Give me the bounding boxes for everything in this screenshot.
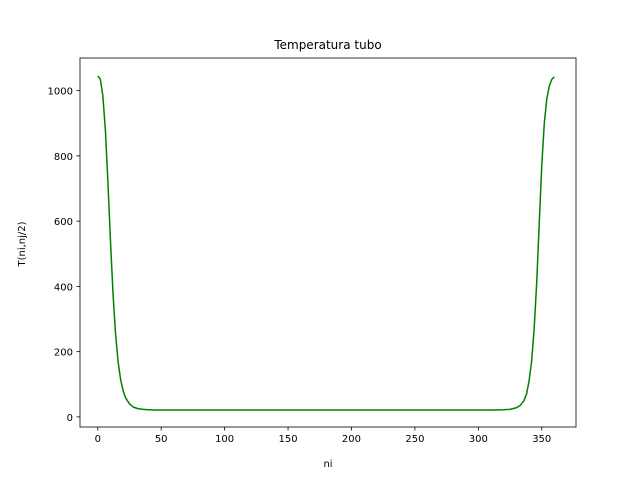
x-tick-label: 50 <box>155 434 168 445</box>
y-axis-ticks: 0 200 400 600 800 1000 <box>48 87 80 424</box>
y-tick-label: 400 <box>54 282 73 293</box>
x-tick-label: 250 <box>405 434 424 445</box>
x-tick-label: 350 <box>532 434 551 445</box>
y-tick-label: 800 <box>54 152 73 163</box>
x-tick-label: 150 <box>278 434 297 445</box>
x-tick-label: 100 <box>215 434 234 445</box>
y-axis-label: T(ni,nj/2) <box>17 221 28 267</box>
y-tick-label: 0 <box>67 413 73 424</box>
x-axis-ticks: 0 50 100 150 200 250 300 350 <box>95 427 551 445</box>
y-tick-label: 200 <box>54 348 73 359</box>
axes-frame <box>79 57 577 428</box>
plot-area <box>79 57 577 428</box>
x-tick-label: 200 <box>342 434 361 445</box>
x-tick-label: 0 <box>95 434 101 445</box>
y-tick-label: 600 <box>54 217 73 228</box>
x-axis-label: ni <box>323 459 332 470</box>
series-line-0 <box>97 75 555 411</box>
x-tick-label: 300 <box>469 434 488 445</box>
chart-title: Temperatura tubo <box>273 38 381 52</box>
y-tick-label: 1000 <box>48 87 73 98</box>
